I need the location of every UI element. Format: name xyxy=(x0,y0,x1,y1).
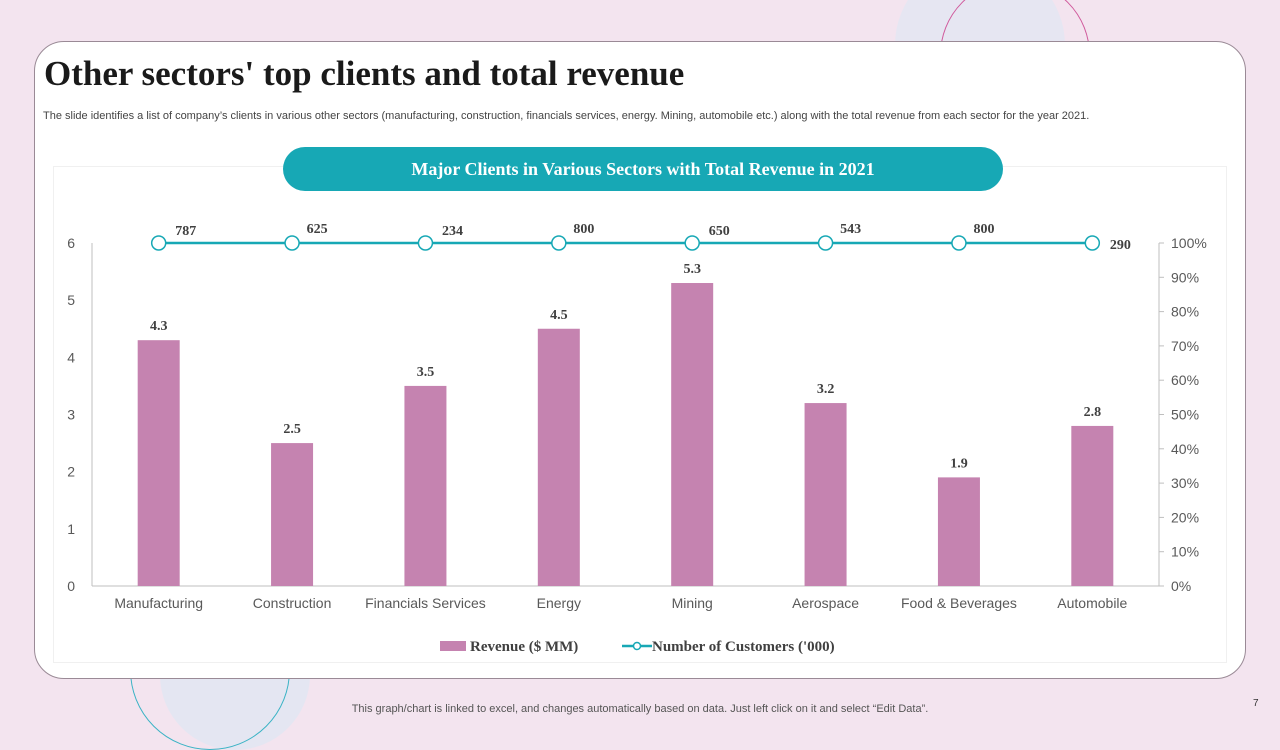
chart-title-banner: Major Clients in Various Sectors with To… xyxy=(283,147,1003,191)
page-subtitle: The slide identifies a list of company’s… xyxy=(43,110,1090,122)
page-number: 7 xyxy=(1253,698,1259,709)
chart-frame[interactable] xyxy=(53,166,1227,663)
page-title: Other sectors' top clients and total rev… xyxy=(44,54,685,93)
footer-note: This graph/chart is linked to excel, and… xyxy=(351,703,929,715)
